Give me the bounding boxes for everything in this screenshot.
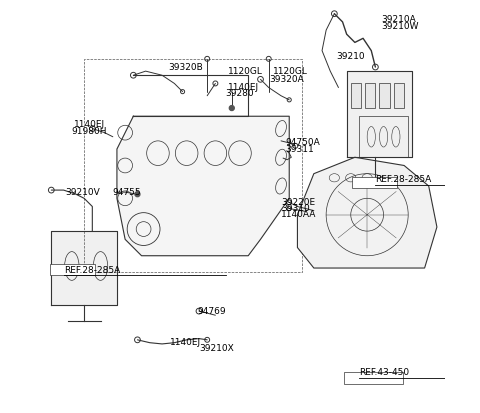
- Text: 39210V: 39210V: [66, 188, 100, 197]
- Text: 39310: 39310: [281, 204, 310, 213]
- Circle shape: [229, 106, 234, 111]
- Polygon shape: [51, 231, 117, 305]
- Text: 1120GL: 1120GL: [273, 66, 308, 76]
- Text: 1140EJ: 1140EJ: [170, 338, 202, 347]
- Text: 39311: 39311: [285, 145, 314, 154]
- Circle shape: [135, 192, 140, 197]
- Text: REF.28-285A: REF.28-285A: [64, 266, 120, 275]
- FancyBboxPatch shape: [344, 372, 403, 384]
- Text: 39280: 39280: [226, 89, 254, 98]
- FancyBboxPatch shape: [352, 177, 396, 188]
- Polygon shape: [347, 71, 412, 157]
- Polygon shape: [298, 157, 437, 268]
- Text: 39210: 39210: [336, 52, 365, 61]
- Bar: [365, 83, 375, 108]
- Text: 91980H: 91980H: [72, 127, 108, 136]
- FancyBboxPatch shape: [50, 264, 95, 275]
- Text: 39320B: 39320B: [168, 62, 203, 71]
- Text: 1140EJ: 1140EJ: [74, 120, 105, 129]
- Text: 39320A: 39320A: [270, 75, 304, 84]
- Text: 94750A: 94750A: [285, 138, 320, 147]
- Text: 94769: 94769: [197, 306, 226, 316]
- Text: 39220E: 39220E: [281, 198, 315, 207]
- Text: 39210A: 39210A: [382, 15, 416, 24]
- Polygon shape: [117, 116, 289, 256]
- Bar: [351, 83, 361, 108]
- Bar: [380, 83, 390, 108]
- Bar: [394, 83, 404, 108]
- Text: REF.43-450: REF.43-450: [359, 368, 409, 377]
- Text: 1140AA: 1140AA: [281, 210, 316, 219]
- Text: 1120GL: 1120GL: [228, 66, 263, 76]
- Text: 1140EJ: 1140EJ: [228, 83, 259, 92]
- Text: 39210X: 39210X: [199, 344, 234, 353]
- Text: 39210W: 39210W: [382, 21, 419, 31]
- Text: REF.28-285A: REF.28-285A: [375, 176, 432, 184]
- Text: 94755: 94755: [113, 188, 142, 197]
